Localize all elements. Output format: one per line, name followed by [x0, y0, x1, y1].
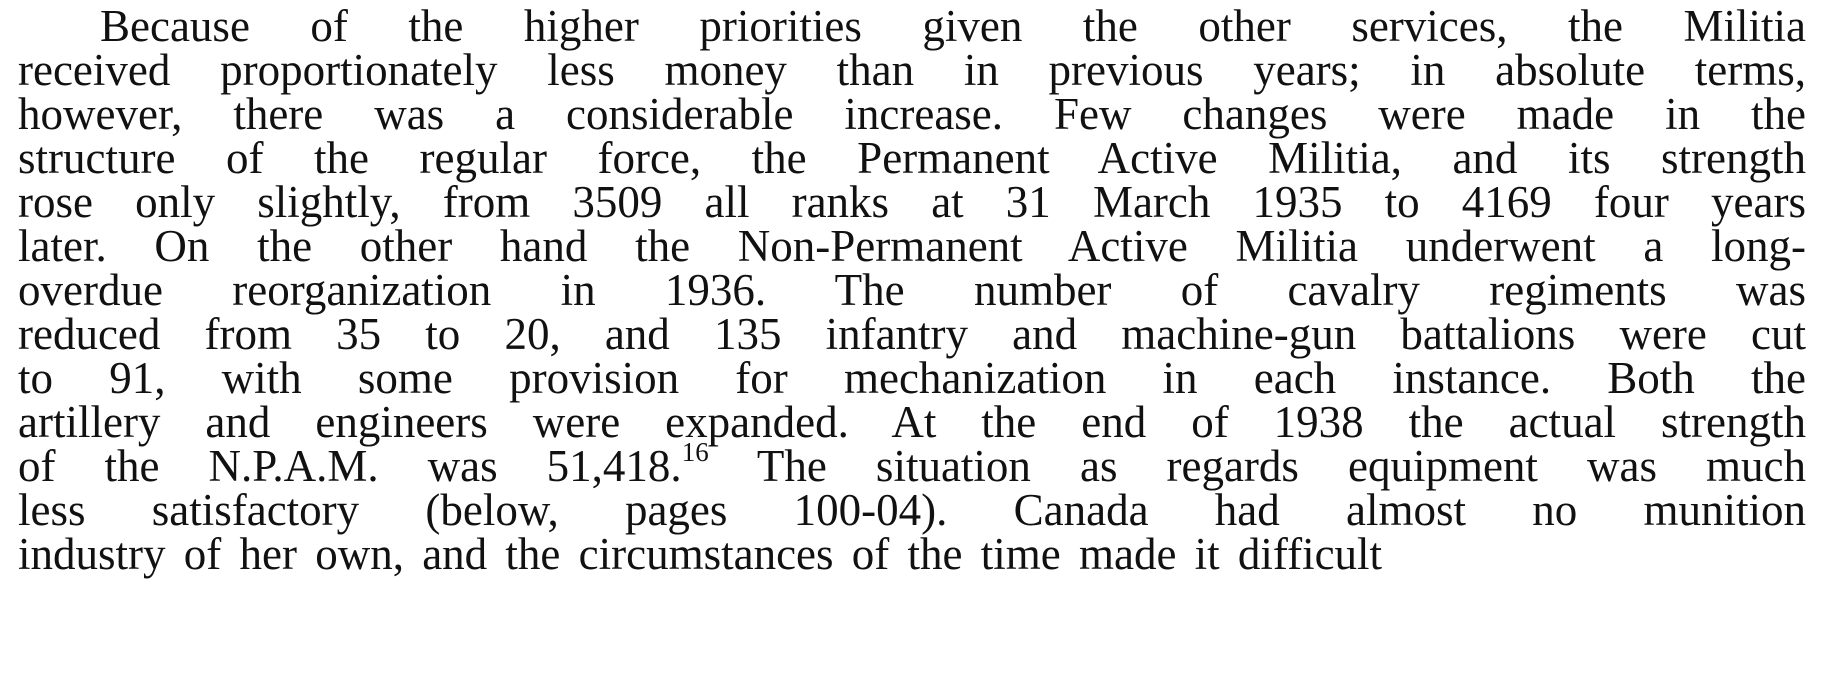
paragraph-line: later. On the other hand the Non-Permane… — [18, 221, 1806, 271]
paragraph-line: structure of the regular force, the Perm… — [18, 133, 1806, 183]
footnote-line-after: The situation as regards equipment was m… — [708, 441, 1806, 491]
paragraph-line: to 91, with some provision for mechaniza… — [18, 353, 1806, 403]
paragraph-line: less satisfactory (below, pages 100-04).… — [18, 485, 1806, 535]
paragraph-line: reduced from 35 to 20, and 135 infantry … — [18, 309, 1806, 359]
footnote-marker: 16 — [681, 437, 709, 467]
footnote-line-before: of the N.P.A.M. was 51,418. — [18, 441, 682, 491]
paragraph-line: overdue reorganization in 1936. The numb… — [18, 265, 1806, 315]
paragraph-line: however, there was a considerable increa… — [18, 89, 1806, 139]
paragraph-line: industry of her own, and the circumstanc… — [18, 529, 1383, 579]
paragraph-line-with-footnote: of the N.P.A.M. was 51,418.16 The situat… — [18, 437, 1806, 492]
paragraph-line: received proportionately less money than… — [18, 45, 1806, 95]
paragraph-line: Because of the higher priorities given t… — [100, 1, 1806, 51]
paragraph-line: rose only slightly, from 3509 all ranks … — [18, 177, 1806, 227]
paragraph-line: artillery and engineers were expanded. A… — [18, 397, 1806, 447]
document-page: Because of the higher priorities given t… — [18, 0, 1806, 684]
